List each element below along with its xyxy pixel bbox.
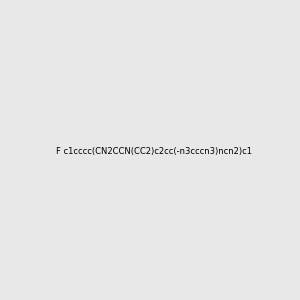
- Text: F c1cccc(CN2CCN(CC2)c2cc(-n3cccn3)ncn2)c1: F c1cccc(CN2CCN(CC2)c2cc(-n3cccn3)ncn2)c…: [56, 147, 252, 156]
